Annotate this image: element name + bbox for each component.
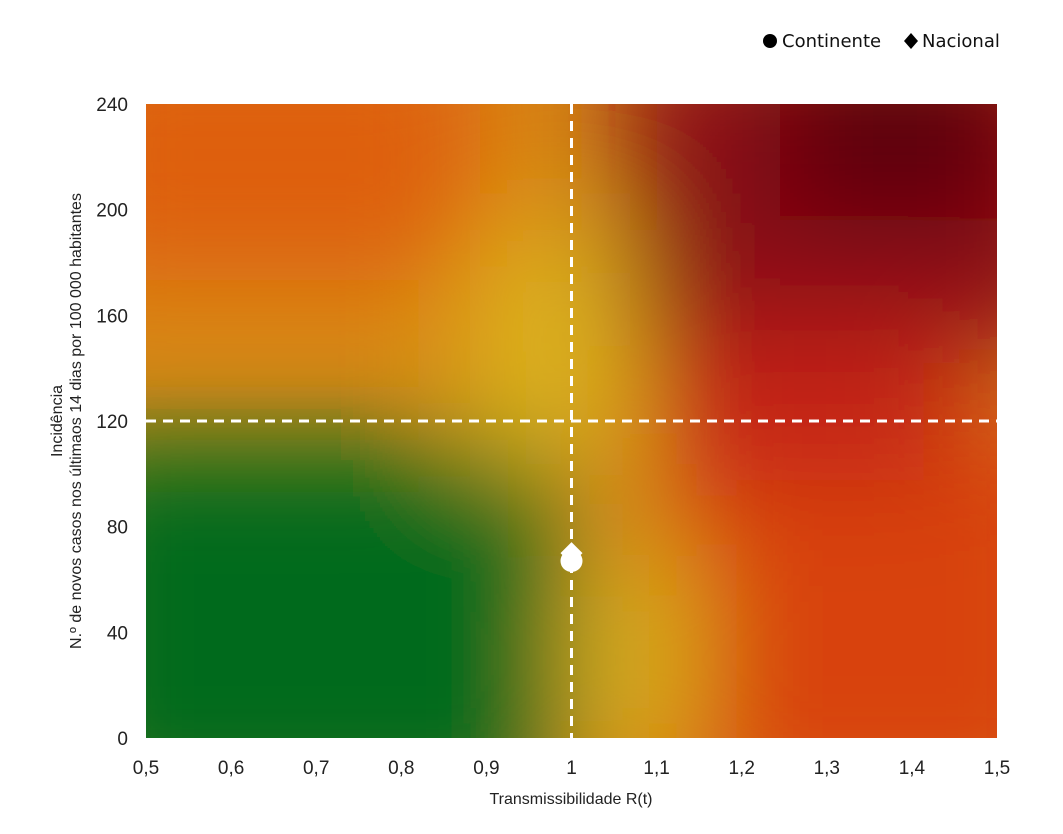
plot-background [146, 104, 997, 738]
y-tick-label: 240 [96, 95, 128, 116]
x-tick-labels: 0,5 0,6 0,7 0,8 0,9 1 1,1 1,2 1,3 1,4 1,5 [133, 758, 1010, 779]
x-tick-label: 1,4 [899, 758, 926, 779]
x-tick-label: 1,5 [984, 758, 1010, 779]
y-tick-label: 120 [96, 412, 128, 433]
y-tick-label: 160 [96, 306, 128, 327]
legend-label-nacional: Nacional [922, 31, 1000, 52]
legend: Continente Nacional [763, 31, 1000, 52]
legend-diamond-marker [904, 33, 918, 49]
x-tick-label: 1 [566, 758, 577, 779]
x-tick-label: 0,5 [133, 758, 159, 779]
x-tick-label: 1,2 [728, 758, 754, 779]
blob-red-mid-right [660, 330, 960, 480]
y-axis-title: Incidência N.º de novos casos nos última… [49, 193, 85, 649]
blob-green [146, 440, 560, 738]
x-tick-label: 1,3 [814, 758, 840, 779]
x-axis-title: Transmissibilidade R(t) [490, 791, 653, 808]
blob-orange-top-left [146, 104, 480, 280]
y-tick-labels: 0 40 80 120 160 200 240 [96, 95, 128, 750]
x-tick-label: 0,7 [303, 758, 329, 779]
x-tick-label: 0,6 [218, 758, 244, 779]
legend-label-continente: Continente [782, 31, 881, 52]
y-axis-title-line-1: Incidência [49, 385, 66, 457]
x-tick-label: 0,8 [388, 758, 414, 779]
y-axis-title-line-2: N.º de novos casos nos últimaos 14 dias … [68, 193, 85, 649]
x-tick-label: 1,1 [643, 758, 669, 779]
blob-yellow-bottom [580, 560, 700, 738]
y-tick-label: 200 [96, 201, 128, 222]
y-tick-label: 0 [117, 729, 128, 750]
blob-yellow-center [470, 230, 630, 460]
gradient-blobs [146, 104, 997, 738]
blob-dark-red [780, 104, 997, 220]
data-point-continente [560, 550, 583, 573]
data-points [560, 542, 583, 573]
legend-circle-marker [763, 34, 777, 48]
y-tick-label: 80 [107, 518, 128, 539]
blob-orange-bottom-right [680, 430, 997, 738]
y-tick-label: 40 [107, 623, 128, 644]
x-tick-label: 0,9 [473, 758, 499, 779]
